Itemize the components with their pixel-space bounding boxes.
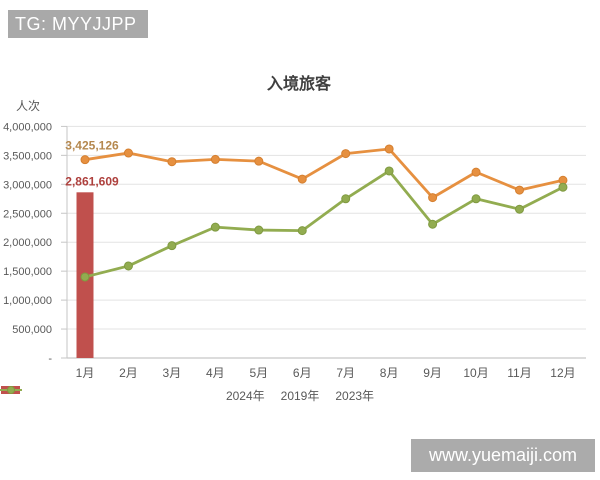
y-tick-label: - — [48, 353, 52, 365]
marker — [123, 261, 133, 271]
marker — [123, 148, 133, 158]
legend-item-2: 2023年 — [0, 386, 375, 404]
marker — [210, 222, 220, 232]
data-label: 3,425,126 — [65, 139, 119, 153]
legend-item-1: 2019年 — [0, 386, 320, 404]
y-axis-unit-label: 人次 — [16, 99, 40, 113]
legend-marker-swatch — [7, 386, 15, 394]
watermark-bottom-right-text: www.yuemaiji.com — [428, 445, 578, 465]
line — [83, 169, 565, 279]
x-tick-label: 8月 — [380, 366, 399, 380]
gridlines — [67, 125, 586, 330]
marker — [341, 194, 351, 204]
marker — [297, 226, 307, 236]
line — [83, 147, 565, 200]
marker — [254, 156, 264, 166]
y-tick-label: 2,500,000 — [3, 208, 52, 220]
marker — [428, 219, 438, 229]
series-2019年 — [80, 144, 568, 203]
y-axis-ticks: - 500,000 1,000,000 1,500,000 2,000,000 2,500… — [3, 121, 67, 365]
x-tick-label: 5月 — [249, 366, 268, 380]
marker — [515, 185, 524, 195]
marker — [254, 225, 264, 235]
marker — [80, 272, 90, 282]
x-tick-label: 2月 — [119, 366, 138, 380]
marker — [341, 149, 351, 159]
watermark-top-left-text: TG: MYYJJPP — [15, 14, 137, 34]
x-tick-label: 6月 — [293, 366, 312, 380]
legend-label-2: 2023年 — [335, 388, 375, 403]
y-tick-label: 1,500,000 — [3, 266, 52, 278]
marker — [471, 194, 481, 204]
marker — [167, 157, 177, 167]
marker — [167, 241, 177, 251]
chart-legend: 2024年 2019年 2023年 — [0, 385, 600, 405]
marker — [384, 166, 394, 176]
y-tick-label: 3,500,000 — [3, 150, 52, 162]
legend-item-0: 2024年 — [1, 386, 265, 404]
y-tick-label: 1,000,000 — [3, 295, 52, 307]
marker — [297, 174, 307, 184]
legend-swatch-icon — [0, 386, 22, 394]
y-tick-label: 2,000,000 — [3, 237, 52, 249]
x-axis-labels: 1月 2月 3月 4月 5月 6月 7月 8月 9月 10月 11月 12月 — [76, 366, 576, 380]
x-tick-label: 1月 — [76, 366, 95, 380]
marker — [471, 167, 481, 177]
watermark-bottom-right: www.yuemaiji.com — [411, 439, 595, 472]
chart-title: 入境旅客 — [266, 76, 331, 93]
marker — [210, 154, 220, 164]
x-tick-label: 11月 — [507, 366, 531, 380]
y-tick-label: 3,000,000 — [3, 179, 52, 191]
y-tick-label: 4,000,000 — [3, 121, 52, 133]
marker — [515, 204, 524, 214]
marker — [384, 144, 394, 154]
x-tick-label: 9月 — [423, 366, 442, 380]
marker — [558, 182, 568, 192]
y-tick-label: 500,000 — [12, 324, 52, 336]
x-tick-label: 7月 — [336, 366, 355, 380]
data-label: 2,861,609 — [65, 174, 119, 188]
legend-label-0: 2024年 — [225, 388, 265, 403]
x-tick-label: 4月 — [206, 366, 225, 380]
x-tick-label: 3月 — [163, 366, 182, 380]
x-tick-label: 10月 — [463, 366, 488, 380]
marker — [80, 155, 90, 165]
legend-label-1: 2019年 — [280, 388, 320, 403]
marker — [428, 193, 438, 203]
x-tick-label: 12月 — [550, 366, 575, 380]
series-2023年 — [80, 166, 568, 282]
watermark-top-left: TG: MYYJJPP — [8, 10, 148, 38]
